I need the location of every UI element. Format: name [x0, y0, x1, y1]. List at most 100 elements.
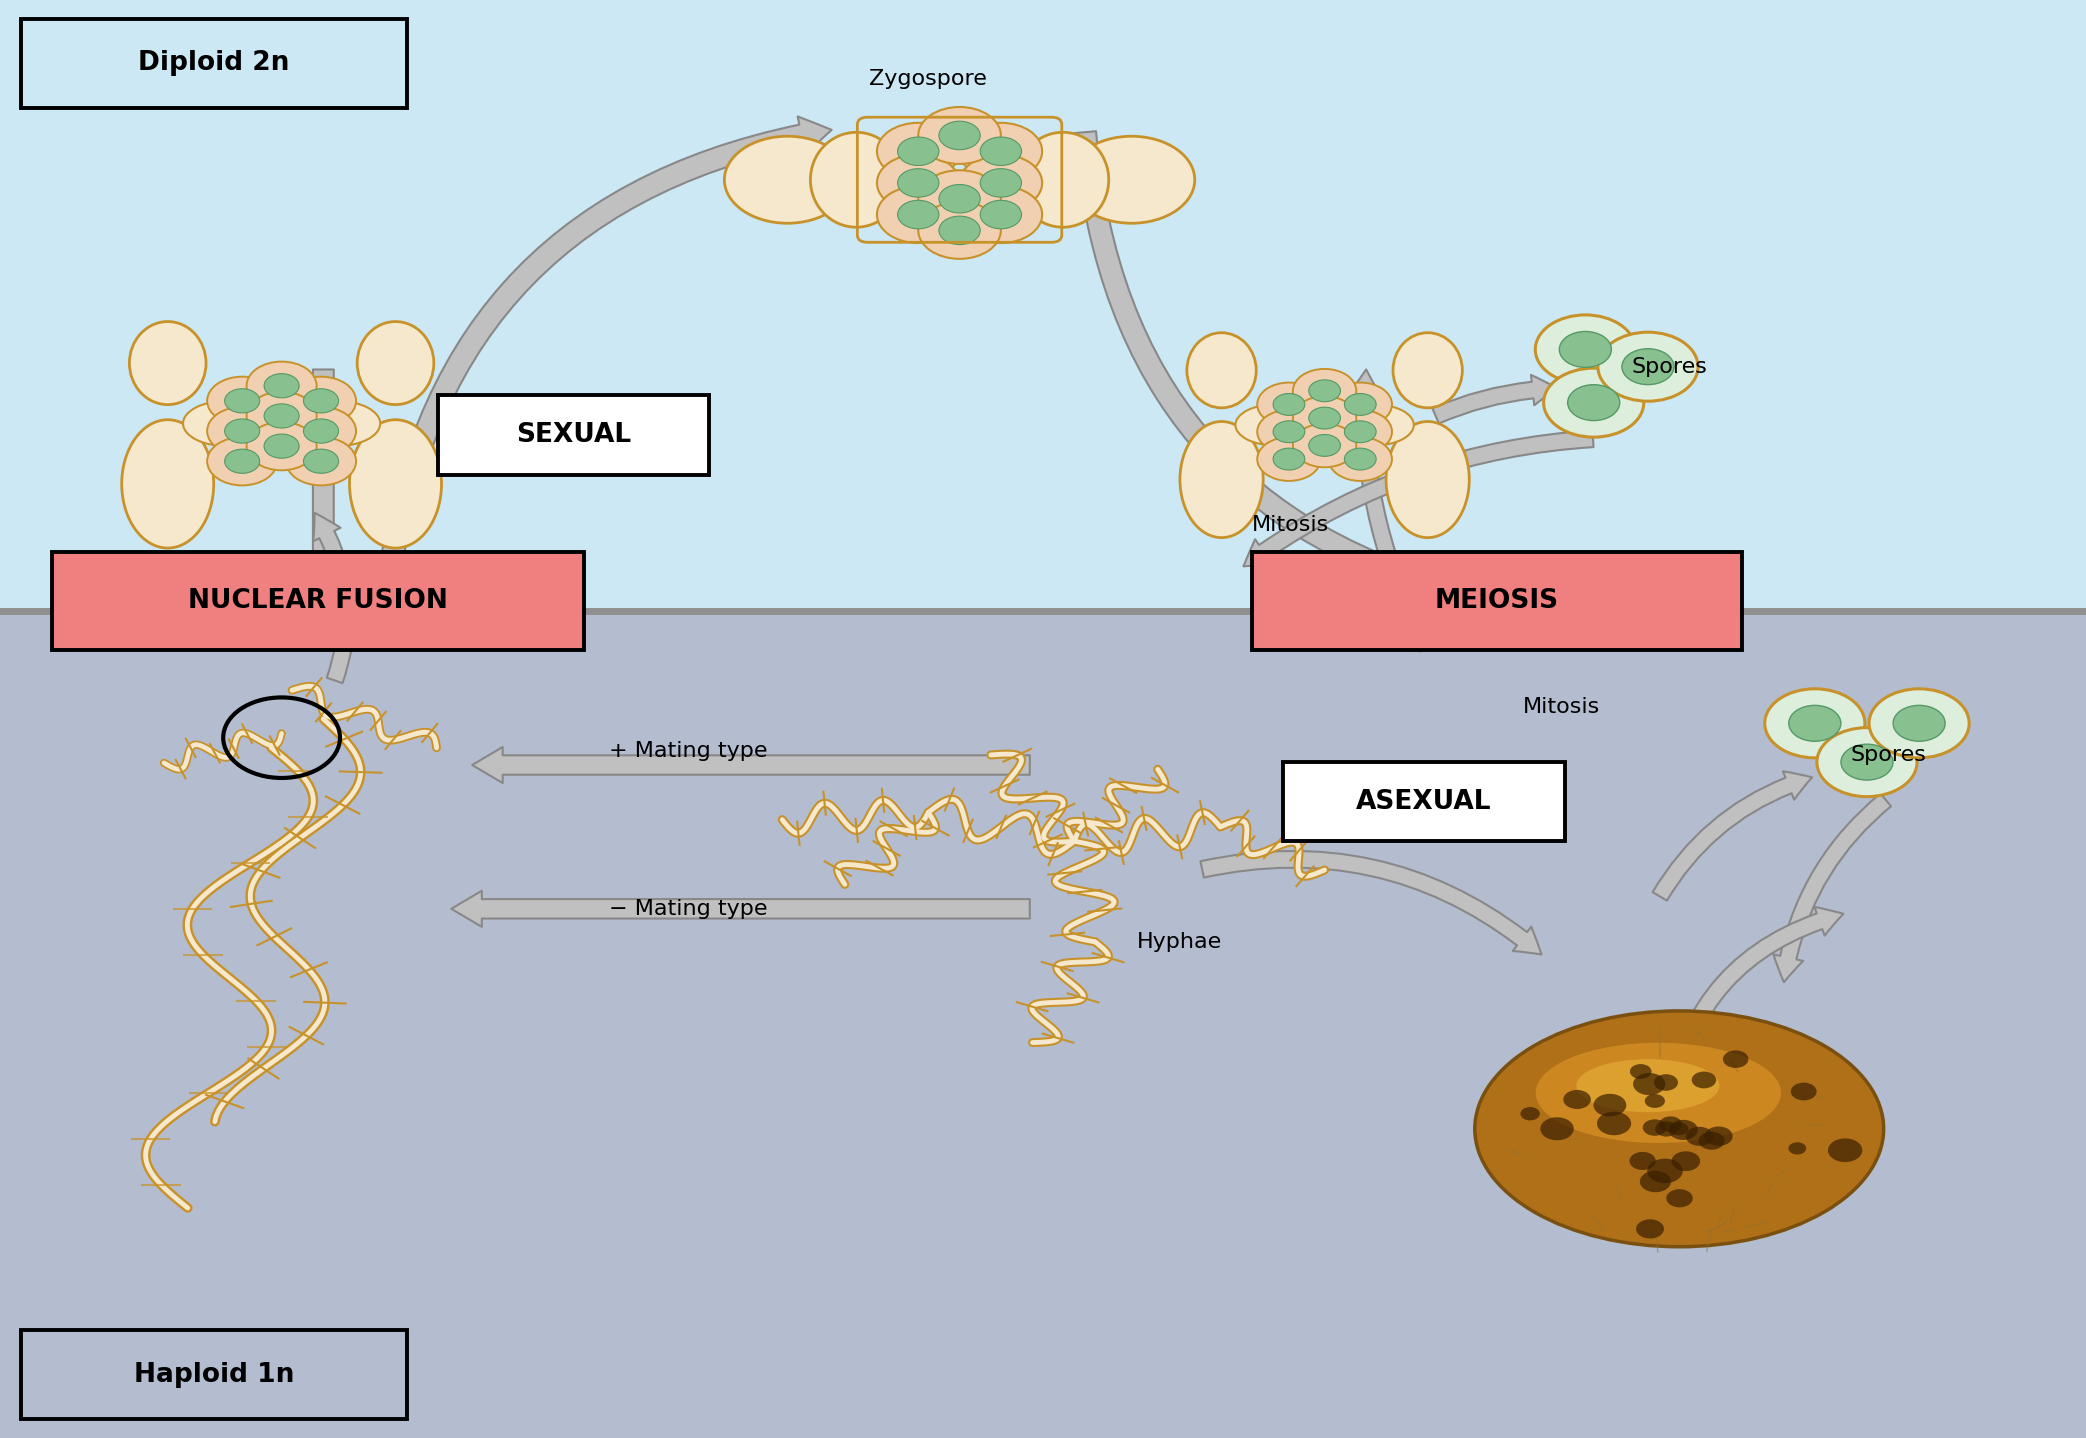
- Circle shape: [1258, 437, 1320, 480]
- Circle shape: [1293, 370, 1356, 413]
- Circle shape: [876, 154, 960, 211]
- Ellipse shape: [724, 137, 851, 223]
- Ellipse shape: [184, 401, 271, 446]
- Ellipse shape: [809, 132, 903, 227]
- Circle shape: [305, 418, 338, 443]
- Circle shape: [225, 388, 259, 413]
- Circle shape: [286, 437, 357, 486]
- Circle shape: [207, 407, 277, 456]
- Text: Zygospore: Zygospore: [870, 69, 987, 89]
- Circle shape: [1293, 397, 1356, 440]
- Circle shape: [1698, 1132, 1725, 1150]
- Circle shape: [225, 418, 259, 443]
- Ellipse shape: [1068, 137, 1195, 223]
- FancyArrowPatch shape: [1660, 907, 1844, 1120]
- Circle shape: [246, 391, 317, 440]
- Ellipse shape: [1535, 1043, 1781, 1143]
- Text: Diploid 2n: Diploid 2n: [138, 50, 290, 76]
- Circle shape: [1272, 449, 1306, 470]
- Circle shape: [897, 137, 939, 165]
- Circle shape: [960, 154, 1043, 211]
- Ellipse shape: [350, 420, 442, 548]
- Circle shape: [960, 122, 1043, 180]
- Text: + Mating type: + Mating type: [609, 741, 768, 761]
- Circle shape: [1790, 706, 1840, 741]
- Circle shape: [1671, 1152, 1700, 1171]
- Circle shape: [246, 361, 317, 410]
- Circle shape: [1521, 1107, 1539, 1120]
- FancyBboxPatch shape: [1252, 552, 1742, 650]
- FancyArrowPatch shape: [1243, 430, 1594, 567]
- Bar: [0, 0, 2086, 611]
- Ellipse shape: [121, 420, 213, 548]
- Ellipse shape: [1577, 1060, 1719, 1112]
- Circle shape: [1692, 1071, 1717, 1089]
- FancyBboxPatch shape: [1283, 762, 1564, 841]
- Text: NUCLEAR FUSION: NUCLEAR FUSION: [188, 588, 448, 614]
- Circle shape: [918, 201, 1001, 259]
- Circle shape: [1345, 449, 1377, 470]
- Circle shape: [1667, 1189, 1692, 1208]
- Circle shape: [960, 186, 1043, 243]
- Circle shape: [1308, 434, 1341, 456]
- Text: Hyphae: Hyphae: [1137, 932, 1222, 952]
- Text: − Mating type: − Mating type: [609, 899, 768, 919]
- Circle shape: [1788, 1142, 1806, 1155]
- Circle shape: [286, 377, 357, 426]
- Circle shape: [1644, 1094, 1665, 1107]
- Circle shape: [939, 184, 980, 213]
- Ellipse shape: [1181, 421, 1264, 538]
- Circle shape: [939, 216, 980, 244]
- Circle shape: [1648, 1159, 1683, 1183]
- Circle shape: [1544, 368, 1644, 437]
- Circle shape: [265, 434, 298, 459]
- Circle shape: [1272, 394, 1306, 416]
- Circle shape: [305, 449, 338, 473]
- Ellipse shape: [1018, 132, 1110, 227]
- Ellipse shape: [1187, 332, 1256, 408]
- Circle shape: [286, 407, 357, 456]
- Circle shape: [1765, 689, 1865, 758]
- FancyArrowPatch shape: [375, 116, 832, 603]
- Circle shape: [1629, 1064, 1652, 1078]
- Ellipse shape: [1335, 404, 1414, 446]
- Ellipse shape: [357, 322, 434, 404]
- Circle shape: [1308, 407, 1341, 429]
- Ellipse shape: [1475, 1011, 1884, 1247]
- Ellipse shape: [1235, 404, 1314, 446]
- Circle shape: [1598, 1112, 1631, 1135]
- Circle shape: [980, 200, 1022, 229]
- Circle shape: [876, 186, 960, 243]
- Circle shape: [1308, 380, 1341, 401]
- Circle shape: [1640, 1171, 1671, 1192]
- Circle shape: [1258, 383, 1320, 426]
- Bar: [0, 611, 2086, 1438]
- FancyArrowPatch shape: [471, 746, 1030, 784]
- Circle shape: [1685, 1127, 1713, 1146]
- Circle shape: [1329, 410, 1391, 453]
- FancyArrowPatch shape: [1199, 851, 1542, 955]
- Circle shape: [1569, 385, 1619, 420]
- Text: Haploid 1n: Haploid 1n: [134, 1362, 294, 1388]
- Text: SEXUAL: SEXUAL: [515, 421, 632, 449]
- FancyBboxPatch shape: [52, 552, 584, 650]
- Text: Spores: Spores: [1631, 357, 1706, 377]
- FancyArrowPatch shape: [1350, 370, 1435, 651]
- Text: Mitosis: Mitosis: [1252, 515, 1329, 535]
- Circle shape: [1562, 1090, 1592, 1109]
- Circle shape: [1658, 1116, 1681, 1132]
- Circle shape: [1293, 424, 1356, 467]
- Ellipse shape: [129, 322, 207, 404]
- Circle shape: [1654, 1122, 1677, 1136]
- Circle shape: [1817, 728, 1917, 797]
- Circle shape: [207, 377, 277, 426]
- Ellipse shape: [1393, 332, 1462, 408]
- Text: ASEXUAL: ASEXUAL: [1356, 788, 1491, 815]
- Circle shape: [1598, 332, 1698, 401]
- Circle shape: [1272, 421, 1306, 443]
- Circle shape: [207, 437, 277, 486]
- Text: Spores: Spores: [1850, 745, 1925, 765]
- Circle shape: [305, 388, 338, 413]
- Circle shape: [1329, 437, 1391, 480]
- FancyBboxPatch shape: [21, 1330, 407, 1419]
